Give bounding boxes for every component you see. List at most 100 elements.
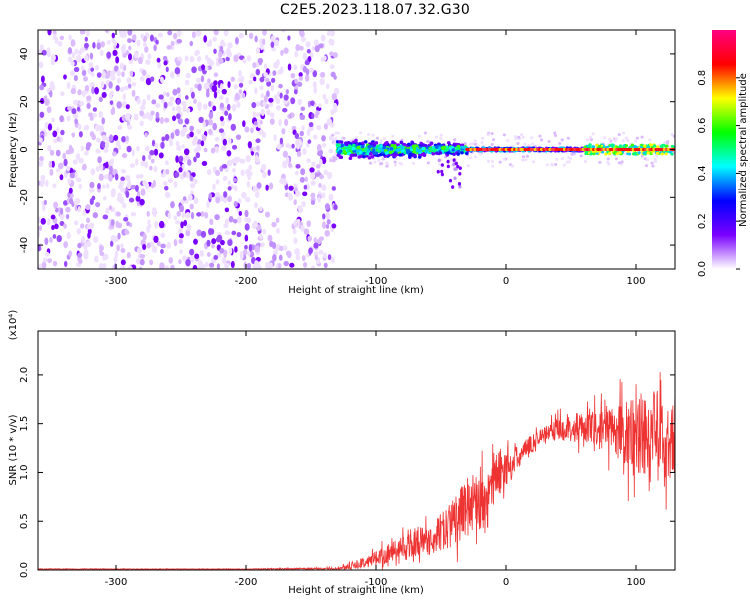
heatmap-cell [662, 143, 666, 147]
heatmap-cell [554, 162, 558, 166]
heatmap-cell [238, 89, 243, 94]
heatmap-cell [207, 119, 213, 126]
heatmap-cell [655, 145, 660, 149]
heatmap-cell [135, 258, 140, 264]
heatmap-cell [282, 160, 288, 169]
heatmap-cell [473, 155, 477, 159]
heatmap-cell [175, 155, 179, 163]
heatmap-cell [142, 233, 147, 241]
heatmap-cell [560, 138, 564, 142]
heatmap-cell [297, 205, 302, 210]
heatmap-cell [426, 161, 430, 165]
heatmap-cell [325, 224, 330, 229]
heatmap-cell [285, 250, 292, 256]
heatmap-cell [150, 76, 155, 82]
heatmap-cell [122, 53, 127, 58]
heatmap-cell [642, 151, 646, 155]
heatmap-cell [119, 265, 126, 269]
heatmap-cell [139, 120, 144, 127]
heatmap-cell [103, 174, 110, 180]
heatmap-cell [165, 168, 170, 175]
heatmap-cell [83, 243, 88, 251]
heatmap-cell [77, 252, 83, 258]
heatmap-cell [128, 197, 135, 203]
heatmap-cell [591, 132, 595, 136]
heatmap-cell [314, 112, 319, 119]
heatmap-cell [120, 176, 126, 182]
heatmap-cell [40, 97, 45, 105]
heatmap-cell [185, 229, 191, 237]
heatmap-cell [38, 230, 41, 238]
heatmap-cell [216, 252, 222, 258]
heatmap-cell [273, 134, 277, 141]
heatmap-cell [333, 204, 338, 211]
heatmap-cell [584, 150, 589, 154]
heatmap-cell [304, 74, 310, 82]
heatmap-cell [259, 206, 263, 212]
colorbar-label: Normalized spectral amplitude [738, 73, 749, 227]
heatmap-cell [226, 51, 233, 58]
heatmap-cell [618, 144, 623, 148]
heatmap-cell [122, 93, 127, 101]
heatmap-cell [78, 157, 84, 164]
heatmap-cell [230, 158, 236, 164]
heatmap-cell [362, 155, 366, 159]
heatmap-cell [165, 66, 169, 73]
heatmap-cell [89, 131, 95, 137]
heatmap-cell [91, 86, 95, 95]
heatmap-cell [308, 67, 315, 73]
heatmap-cell [268, 262, 273, 269]
heatmap-cell [228, 113, 232, 121]
heatmap-cell [59, 221, 65, 227]
heatmap-cell [166, 241, 172, 249]
heatmap-cell [591, 145, 595, 149]
heatmap-cell [407, 142, 411, 146]
heatmap-cell [223, 223, 229, 229]
heatmap-cell [595, 143, 599, 147]
heatmap-cell [193, 147, 200, 154]
heatmap-cell [411, 153, 416, 157]
heatmap-cell [147, 219, 151, 225]
heatmap-cell [88, 62, 94, 68]
heatmap-cell [254, 35, 258, 43]
heatmap-cell [136, 98, 141, 105]
heatmap-cell [273, 94, 278, 101]
heatmap-cell [136, 247, 142, 254]
heatmap-cell [255, 138, 261, 144]
heatmap-y-tick-label: 20 [19, 95, 30, 108]
heatmap-cell [310, 200, 316, 205]
heatmap-cell [215, 148, 219, 154]
heatmap-cell [90, 71, 95, 77]
heatmap-cell [242, 58, 247, 64]
heatmap-cell [160, 249, 164, 254]
heatmap-cell [292, 228, 297, 235]
heatmap-cell [322, 142, 327, 148]
heatmap-cell [283, 178, 287, 186]
heatmap-cell [164, 134, 170, 141]
heatmap-cell [284, 118, 289, 127]
snr-x-tick-label: 100 [626, 577, 645, 588]
heatmap-cell [135, 158, 139, 166]
heatmap-cell [167, 212, 172, 220]
heatmap-cell [251, 101, 257, 109]
heatmap-cell [78, 131, 83, 138]
heatmap-cell [516, 141, 520, 145]
heatmap-cell [79, 30, 86, 35]
heatmap-cell [203, 147, 208, 153]
heatmap-cell [233, 54, 239, 63]
heatmap-cell [278, 119, 282, 127]
heatmap-cell [511, 164, 515, 168]
heatmap-cell [446, 151, 450, 155]
heatmap-cell [94, 255, 99, 263]
heatmap-cell [234, 246, 238, 253]
heatmap-cell [259, 43, 264, 51]
heatmap-cell [327, 254, 332, 261]
heatmap-cell [42, 257, 48, 263]
heatmap-y-tick-label: 0 [19, 146, 30, 152]
heatmap-cell [124, 113, 130, 121]
heatmap-cell [323, 55, 327, 61]
heatmap-cell [645, 158, 650, 162]
heatmap-cell [626, 139, 630, 143]
heatmap-cell [209, 218, 214, 225]
heatmap-cell [202, 121, 206, 128]
